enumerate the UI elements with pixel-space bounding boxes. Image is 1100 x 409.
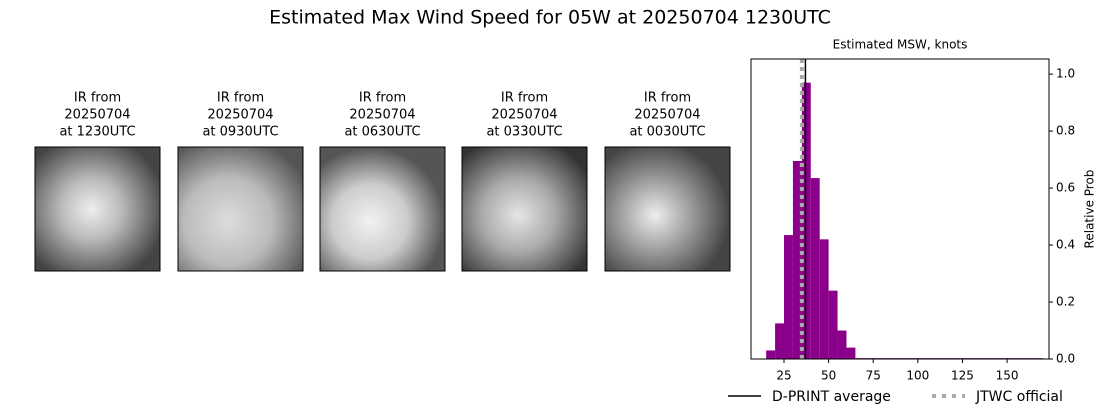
panel-title: IR from <box>217 91 264 106</box>
x-tick-label: 125 <box>951 369 974 383</box>
panel-title: at 0330UTC <box>486 125 562 140</box>
ir-image <box>34 146 161 272</box>
panel-title: at 0630UTC <box>344 125 420 140</box>
panel-title: 20250704 <box>349 108 415 123</box>
chart-title: Estimated MSW, knots <box>833 38 968 52</box>
x-tick-label: 50 <box>821 369 836 383</box>
panel-title: IR from <box>74 91 121 106</box>
panel-titles: IR from 20250704 at 1230UTC IR from 20250704… <box>59 91 705 140</box>
y-tick-label: 0.8 <box>1056 124 1075 138</box>
y-tick-label: 0.2 <box>1056 295 1075 309</box>
y-tick-label: 0.0 <box>1056 352 1075 366</box>
figure-title: Estimated Max Wind Speed for 05W at 2025… <box>269 7 831 29</box>
bar <box>766 350 776 359</box>
x-tick-label: 75 <box>866 369 881 383</box>
ir-image <box>461 146 588 272</box>
x-tick-label: 100 <box>906 369 929 383</box>
bar <box>837 330 847 359</box>
panel-title: 20250704 <box>634 108 700 123</box>
bar <box>801 82 811 359</box>
bar <box>819 239 829 359</box>
ir-image <box>604 146 731 272</box>
plot-frame <box>750 58 1050 360</box>
panel-title: 20250704 <box>64 108 130 123</box>
y-tick-label: 0.4 <box>1056 238 1075 252</box>
panel-title: IR from <box>501 91 548 106</box>
histogram: Estimated MSW, knots 25 50 75 100 125 150 0.0 0.… <box>728 38 1097 405</box>
panel-title: at 1230UTC <box>59 125 135 140</box>
panel-title: 20250704 <box>207 108 273 123</box>
bar <box>810 178 820 359</box>
bar <box>846 347 856 359</box>
y-axis-label: Relative Prob <box>1083 170 1097 249</box>
ir-image <box>177 146 304 272</box>
bar <box>828 290 838 359</box>
bar <box>792 160 802 359</box>
y-tick-label: 1.0 <box>1056 67 1075 81</box>
ir-image <box>319 146 446 272</box>
x-tick-label: 150 <box>996 369 1019 383</box>
panel-title: 20250704 <box>491 108 557 123</box>
legend-label: D-PRINT average <box>772 389 891 405</box>
bar <box>775 323 785 359</box>
bar <box>784 235 793 359</box>
y-tick-label: 0.6 <box>1056 181 1075 195</box>
panel-title: at 0030UTC <box>629 125 705 140</box>
panel-title: at 0930UTC <box>202 125 278 140</box>
panel-title: IR from <box>359 91 406 106</box>
legend-label: JTWC official <box>975 389 1063 405</box>
panel-title: IR from <box>644 91 691 106</box>
x-tick-label: 25 <box>776 369 791 383</box>
